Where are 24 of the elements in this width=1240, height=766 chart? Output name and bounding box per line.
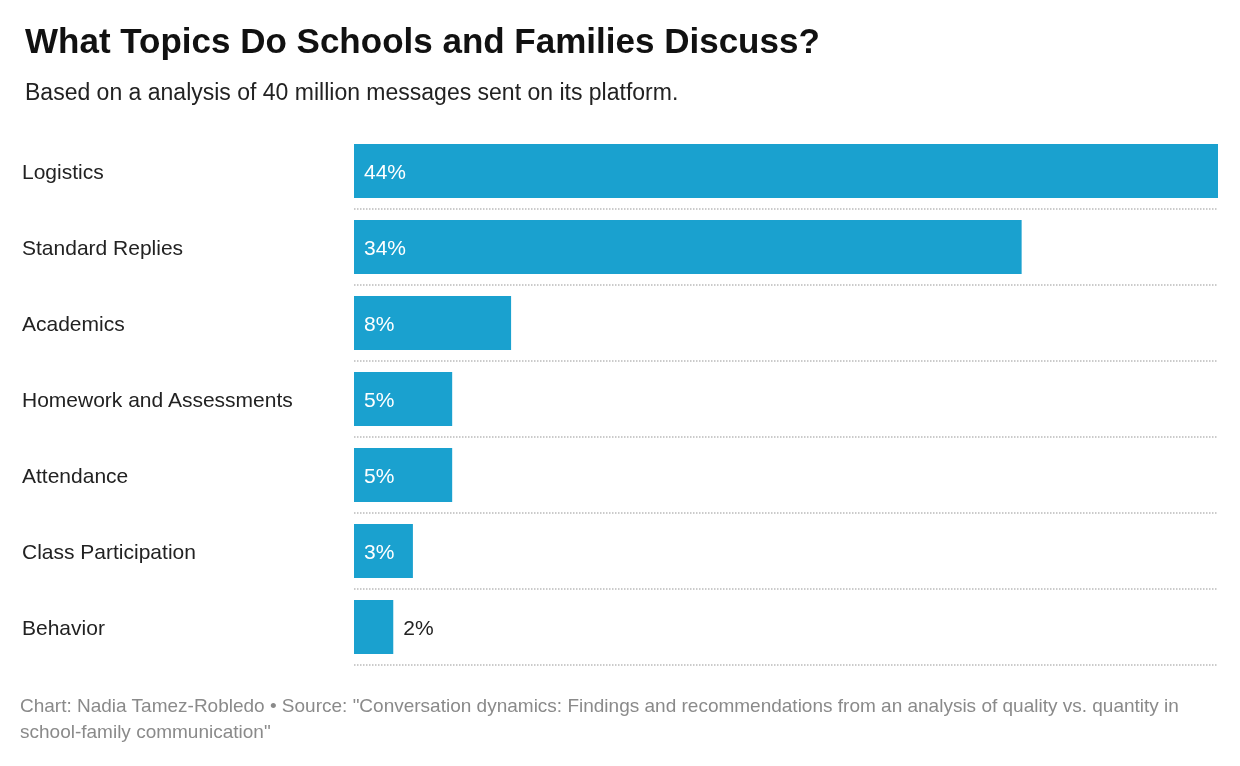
data-label: 3% xyxy=(364,539,395,563)
bar xyxy=(354,372,453,426)
y-tick-label: Logistics xyxy=(22,159,104,183)
chart-subtitle: Based on a analysis of 40 million messages sent on its platform. xyxy=(25,78,679,105)
y-tick-label: Attendance xyxy=(22,463,129,487)
chart-title: What Topics Do Schools and Families Discuss? xyxy=(25,21,820,60)
data-label: 34% xyxy=(364,235,407,259)
y-tick-label: Academics xyxy=(22,311,125,335)
data-label: 2% xyxy=(403,615,434,639)
text: Chart: Nadia Tamez-Robledo • Source: "Conversation dynamics: Findings and recommendations from an analysis of quality vs. quantity in school-family communication" xyxy=(20,694,1185,742)
y-tick-label: Standard Replies xyxy=(22,235,184,259)
data-label: 8% xyxy=(364,311,395,335)
bar xyxy=(354,600,394,654)
y-tick-label: Class Participation xyxy=(22,539,196,563)
bar xyxy=(354,144,1218,198)
bar xyxy=(354,220,1022,274)
bar xyxy=(354,448,453,502)
y-tick-label: Homework and Assessments xyxy=(22,387,293,411)
data-label: 5% xyxy=(364,463,395,487)
data-label: 5% xyxy=(364,387,395,411)
y-tick-label: Behavior xyxy=(22,615,105,639)
bar xyxy=(354,524,413,578)
data-label: 44% xyxy=(364,159,407,183)
bar xyxy=(354,296,512,350)
